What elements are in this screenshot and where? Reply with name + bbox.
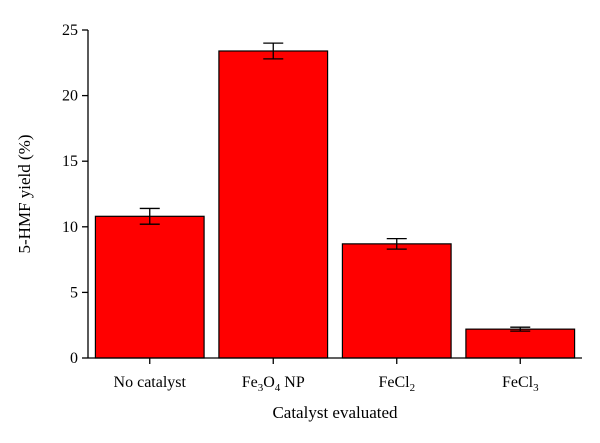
bar <box>465 328 576 359</box>
x-tick-label: FeCl2 <box>378 374 415 394</box>
bar <box>341 243 452 359</box>
plot-area <box>94 42 576 359</box>
y-tick-label: 5 <box>70 284 78 301</box>
bar <box>94 215 205 359</box>
y-tick-label: 15 <box>62 153 78 170</box>
y-tick-label: 20 <box>62 88 78 105</box>
bar <box>218 50 329 359</box>
y-tick-label: 0 <box>70 350 78 367</box>
y-tick-label: 25 <box>62 22 78 39</box>
x-categories: No catalyst Fe3O4 NP FeCl2 FeCl3 <box>114 358 539 394</box>
x-tick-label: FeCl3 <box>502 374 539 394</box>
x-axis-label: Catalyst evaluated <box>272 403 398 422</box>
y-axis-label: 5-HMF yield (%) <box>15 135 34 254</box>
x-tick-label: No catalyst <box>114 374 187 391</box>
y-ticks: 0 5 10 15 20 25 <box>62 22 88 367</box>
x-tick-label: Fe3O4 NP <box>242 374 305 394</box>
y-tick-label: 10 <box>62 219 78 236</box>
